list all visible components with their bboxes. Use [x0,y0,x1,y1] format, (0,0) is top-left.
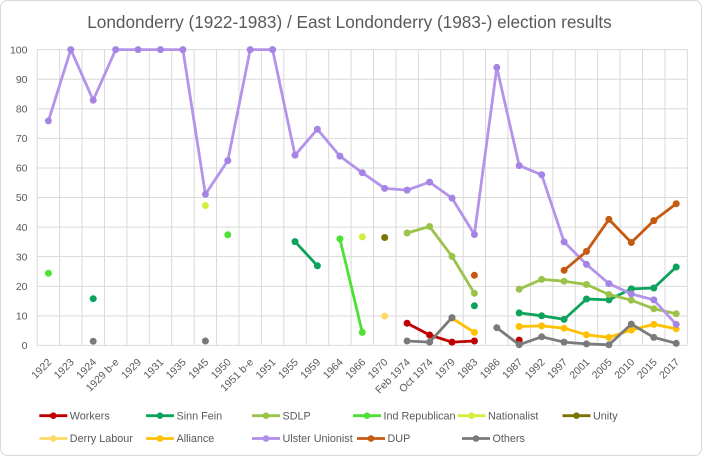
svg-text:0: 0 [22,340,28,352]
svg-text:60: 60 [16,163,28,175]
svg-text:40: 40 [16,222,28,234]
svg-text:Alliance: Alliance [177,433,215,445]
svg-text:20: 20 [16,281,28,293]
svg-text:70: 70 [16,133,28,145]
svg-text:Ulster Unionist: Ulster Unionist [283,433,353,445]
svg-text:Nationalist: Nationalist [488,410,538,422]
svg-text:Others: Others [493,433,526,445]
svg-text:80: 80 [16,104,28,116]
svg-text:10: 10 [16,311,28,323]
svg-text:Sinn Fein: Sinn Fein [177,410,223,422]
svg-text:DUP: DUP [388,433,411,445]
svg-text:50: 50 [16,192,28,204]
svg-text:Londonderry (1922-1983) / East: Londonderry (1922-1983) / East Londonder… [87,12,612,32]
svg-text:Unity: Unity [593,410,618,422]
svg-text:Ind Republican: Ind Republican [384,410,456,422]
svg-text:100: 100 [10,44,28,56]
svg-text:Workers: Workers [70,410,111,422]
svg-text:SDLP: SDLP [283,410,311,422]
svg-text:Derry Labour: Derry Labour [70,433,133,445]
svg-text:90: 90 [16,74,28,86]
svg-text:30: 30 [16,251,28,263]
